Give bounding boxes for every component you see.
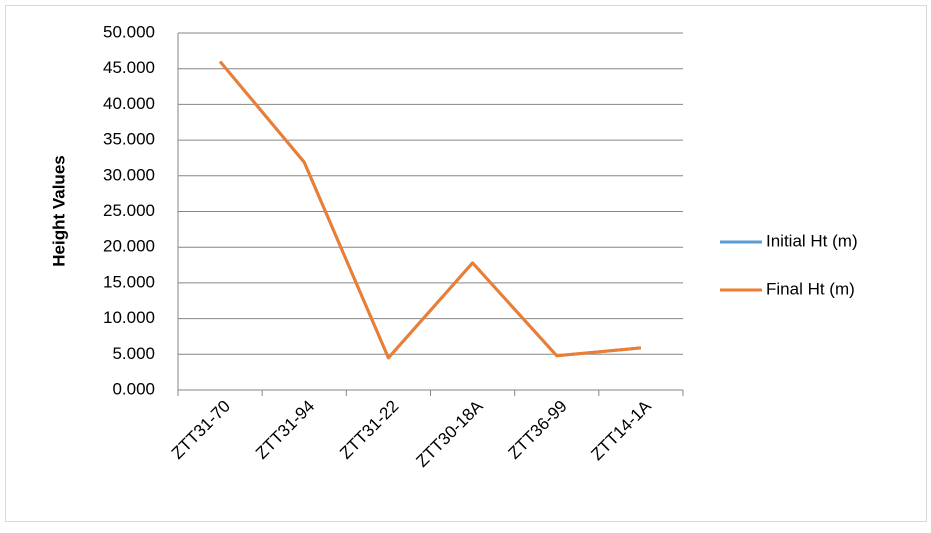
y-tick-label: 25.000 bbox=[103, 201, 155, 220]
y-axis-title: Height Values bbox=[49, 155, 68, 266]
y-tick-label: 15.000 bbox=[103, 272, 155, 291]
series-line bbox=[218, 60, 642, 360]
y-tick-label: 0.000 bbox=[112, 379, 155, 398]
legend-label: Final Ht (m) bbox=[766, 279, 855, 298]
y-tick-label: 50.000 bbox=[103, 22, 155, 41]
y-tick-label: 20.000 bbox=[103, 237, 155, 256]
y-tick-label: 5.000 bbox=[112, 344, 155, 363]
y-tick-label: 35.000 bbox=[103, 130, 155, 149]
chart-frame bbox=[5, 5, 927, 522]
y-tick-label: 10.000 bbox=[103, 308, 155, 327]
y-tick-label: 40.000 bbox=[103, 94, 155, 113]
legend-label: Initial Ht (m) bbox=[766, 231, 858, 250]
y-tick-label: 45.000 bbox=[103, 58, 155, 77]
y-tick-label: 30.000 bbox=[103, 165, 155, 184]
